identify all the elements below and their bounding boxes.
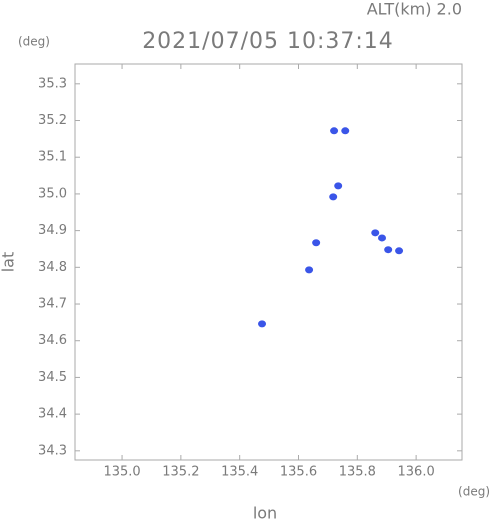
echo-point [395, 247, 404, 255]
subtitle: ALT(km) 2.0 [367, 0, 462, 19]
x-axis-label: lon [253, 504, 277, 521]
x-tick-label: 135.8 [339, 465, 376, 480]
y-tick-label: 35.2 [38, 113, 67, 128]
y-tick-label: 35.3 [38, 76, 67, 91]
y-unit: (deg) [18, 35, 50, 49]
echo-point [334, 182, 343, 190]
y-tick-label: 34.6 [38, 333, 67, 348]
echo-point [258, 320, 267, 328]
y-tick-label: 35.1 [38, 150, 67, 165]
plot-frame [74, 63, 463, 461]
echo-point [371, 229, 380, 237]
x-tick-label: 135.6 [280, 465, 317, 480]
echo-point [384, 246, 393, 254]
y-tick-label: 34.4 [38, 407, 67, 422]
x-unit: (deg) [458, 485, 490, 499]
y-tick-label: 35.0 [38, 186, 67, 201]
echo-point [305, 266, 314, 274]
y-tick-label: 34.8 [38, 260, 67, 275]
x-tick-label: 135.2 [162, 465, 199, 480]
echo-point [312, 239, 321, 247]
echo-point [378, 234, 387, 242]
y-axis-label: lat [0, 252, 18, 273]
y-tick-label: 34.9 [38, 223, 67, 238]
chart-title: 2021/07/05 10:37:14 [142, 29, 394, 54]
echo-point [330, 127, 339, 135]
echo-point [341, 127, 350, 135]
x-tick-label: 136.0 [398, 465, 435, 480]
echo-point [329, 193, 338, 201]
y-tick-label: 34.7 [38, 297, 67, 312]
y-tick-label: 34.5 [38, 370, 67, 385]
x-tick-label: 135.0 [103, 465, 140, 480]
x-tick-label: 135.4 [221, 465, 258, 480]
y-tick-label: 34.3 [38, 443, 67, 458]
